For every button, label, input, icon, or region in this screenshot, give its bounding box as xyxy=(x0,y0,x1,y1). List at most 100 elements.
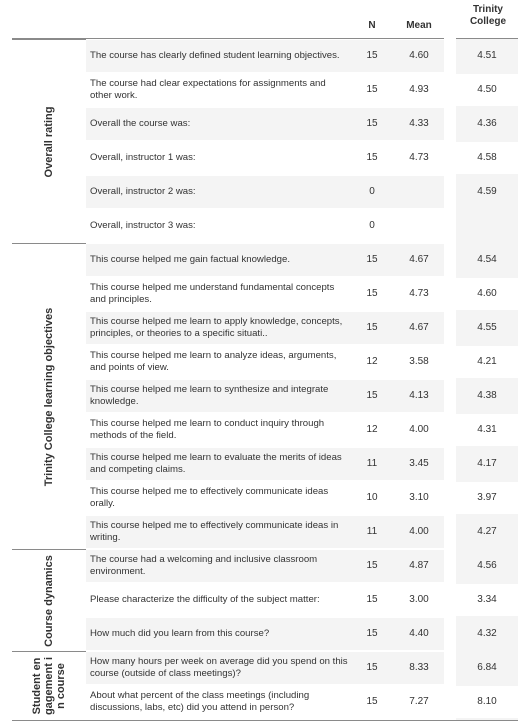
question-text: Overall, instructor 2 was: xyxy=(90,186,196,197)
college-cell-bg xyxy=(456,74,518,106)
college-mean-value: 3.97 xyxy=(477,492,497,503)
mean-value: 4.60 xyxy=(409,50,429,61)
table-row: Overall, instructor 3 was: 0 xyxy=(86,209,518,243)
table-row: Overall, instructor 1 was: 15 4.73 4.58 xyxy=(86,141,518,175)
mean-value: 4.67 xyxy=(409,254,429,265)
section-label-cell: Course dynamics xyxy=(12,549,86,651)
table-row: This course helped me gain factual knowl… xyxy=(86,243,518,277)
mean-value: 4.93 xyxy=(409,84,429,95)
response-count: 0 xyxy=(369,186,375,197)
question-text: This course helped me to effectively com… xyxy=(90,486,329,509)
college-mean-value: 6.84 xyxy=(477,662,497,673)
response-count: 0 xyxy=(369,220,375,231)
college-cell-bg xyxy=(456,346,518,378)
question-text: This course helped me learn to synthesiz… xyxy=(90,384,329,407)
table-row: This course helped me learn to synthesiz… xyxy=(86,379,518,413)
section-label-line: Student en xyxy=(31,657,43,714)
response-count: 15 xyxy=(366,322,378,333)
college-mean-value: 4.59 xyxy=(477,186,497,197)
row-stripe xyxy=(86,448,444,480)
table-row: Please characterize the difficulty of th… xyxy=(86,583,518,617)
question-text: This course helped me understand fundame… xyxy=(90,282,335,305)
college-mean-value: 4.51 xyxy=(477,50,497,61)
college-mean-value: 4.54 xyxy=(477,254,497,265)
college-mean-value: 4.38 xyxy=(477,390,497,401)
college-mean-value: 4.21 xyxy=(477,356,497,367)
response-count: 10 xyxy=(366,492,378,503)
table-row: This course helped me learn to conduct i… xyxy=(86,413,518,447)
table-row: The course had a welcoming and inclusive… xyxy=(86,549,518,583)
header-divider-college xyxy=(456,38,518,39)
row-stripe xyxy=(86,618,444,650)
college-mean-value: 4.58 xyxy=(477,152,497,163)
college-cell-bg xyxy=(456,142,518,174)
college-mean-value: 4.31 xyxy=(477,424,497,435)
mean-value: 4.73 xyxy=(409,152,429,163)
response-count: 15 xyxy=(366,662,378,673)
table-row: This course helped me learn to apply kno… xyxy=(86,311,518,345)
table-row: This course helped me learn to evaluate … xyxy=(86,447,518,481)
question-text: The course had a welcoming and inclusive… xyxy=(90,554,318,577)
college-cell-bg xyxy=(456,278,518,310)
college-cell-bg xyxy=(456,482,518,514)
college-mean-value: 4.50 xyxy=(477,84,497,95)
college-mean-value: 4.32 xyxy=(477,628,497,639)
table-row: How many hours per week on average did y… xyxy=(86,651,518,685)
question-text: Please characterize the difficulty of th… xyxy=(90,594,320,605)
table-row: This course helped me understand fundame… xyxy=(86,277,518,311)
mean-value: 7.27 xyxy=(409,696,429,707)
header-mean: Mean xyxy=(406,20,432,31)
table-row: Overall the course was: 15 4.33 4.36 xyxy=(86,107,518,141)
section-label-line: gagement i xyxy=(43,656,55,715)
question-text: Overall the course was: xyxy=(90,118,191,129)
mean-value: 4.40 xyxy=(409,628,429,639)
question-text: This course helped me to effectively com… xyxy=(90,520,339,543)
college-mean-value: 3.34 xyxy=(477,594,497,605)
college-cell-bg xyxy=(456,584,518,616)
question-text: Overall, instructor 3 was: xyxy=(90,220,196,231)
question-text: This course helped me learn to conduct i… xyxy=(90,418,325,441)
college-mean-value: 4.55 xyxy=(477,322,497,333)
response-count: 15 xyxy=(366,50,378,61)
response-count: 12 xyxy=(366,424,378,435)
mean-value: 4.13 xyxy=(409,390,429,401)
college-mean-value: 4.27 xyxy=(477,526,497,537)
college-cell-bg xyxy=(456,414,518,446)
row-stripe xyxy=(86,516,444,548)
mean-value: 4.73 xyxy=(409,288,429,299)
section-label-line: n course xyxy=(55,662,67,709)
row-stripe xyxy=(86,550,444,582)
section-label-cell: Trinity College learning objectives xyxy=(12,243,86,549)
college-cell-bg xyxy=(456,686,518,718)
row-stripe xyxy=(86,108,444,140)
response-count: 15 xyxy=(366,560,378,571)
table-bottom-line xyxy=(12,720,518,721)
question-text: The course has clearly defined student l… xyxy=(90,50,340,61)
header-divider xyxy=(12,38,444,39)
question-text: This course helped me learn to evaluate … xyxy=(90,452,342,475)
table-row: About what percent of the class meetings… xyxy=(86,685,518,719)
mean-value: 4.00 xyxy=(409,526,429,537)
college-mean-value: 4.56 xyxy=(477,560,497,571)
mean-value: 3.45 xyxy=(409,458,429,469)
header-n: N xyxy=(368,20,376,31)
college-mean-value: 4.17 xyxy=(477,458,497,469)
question-text: How much did you learn from this course? xyxy=(90,628,270,639)
section-label: Trinity College learning objectives xyxy=(43,307,55,486)
question-text: Overall, instructor 1 was: xyxy=(90,152,196,163)
mean-value: 3.10 xyxy=(409,492,429,503)
mean-value xyxy=(396,175,442,209)
response-count: 15 xyxy=(366,152,378,163)
table-row: The course had clear expectations for as… xyxy=(86,73,518,107)
table-row: This course helped me learn to analyze i… xyxy=(86,345,518,379)
section-label: Course dynamics xyxy=(43,554,55,647)
mean-value xyxy=(396,209,442,243)
college-mean-value: 4.36 xyxy=(477,118,497,129)
section-label: Overall rating xyxy=(43,106,55,177)
question-text: This course helped me gain factual knowl… xyxy=(90,254,290,265)
question-text: How many hours per week on average did y… xyxy=(90,656,348,679)
table-row: The course has clearly defined student l… xyxy=(86,39,518,73)
row-stripe xyxy=(86,40,444,72)
